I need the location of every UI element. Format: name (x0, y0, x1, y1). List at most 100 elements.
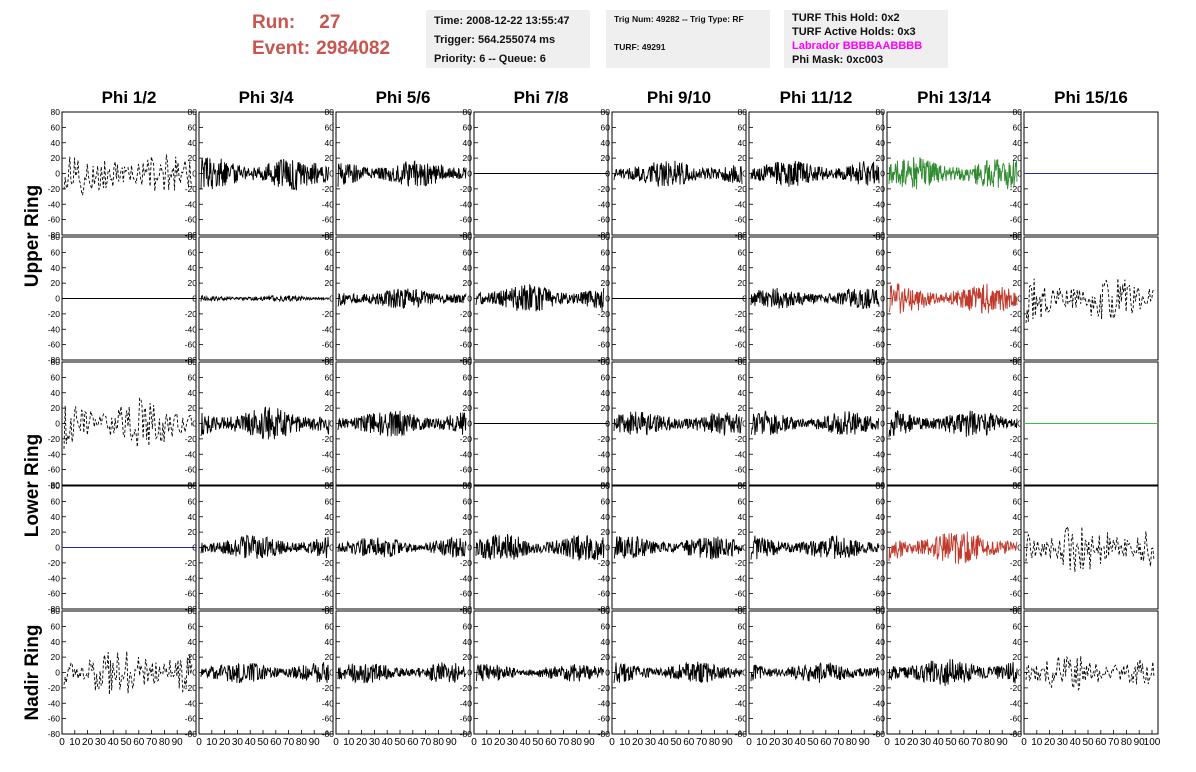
ytick-label: 0 (192, 668, 197, 678)
ytick-label: 80 (876, 481, 886, 491)
ytick-label: 60 (601, 122, 611, 132)
ytick-label: -40 (598, 449, 611, 459)
ytick-label: 0 (1017, 419, 1022, 429)
event-label: Event: (252, 38, 311, 59)
ytick-label: -20 (598, 683, 611, 693)
phi-mask-text: Phi Mask: 0xc003 (792, 54, 884, 66)
ytick-label: -60 (185, 215, 198, 225)
xtick-label: 80 (571, 737, 583, 748)
xtick-label: 50 (120, 737, 132, 748)
ytick-label: 80 (738, 232, 748, 242)
ytick-label: 80 (1013, 107, 1023, 117)
ytick-label: 80 (51, 357, 61, 367)
ytick-label: 20 (738, 527, 748, 537)
ytick-label: -20 (873, 558, 886, 568)
ytick-label: 20 (188, 153, 198, 163)
ytick-label: 80 (325, 232, 335, 242)
ytick-label: -80 (48, 604, 61, 614)
ytick-label: 20 (463, 527, 473, 537)
xtick-label: 0 (59, 737, 65, 748)
ytick-label: 60 (188, 496, 198, 506)
xtick-label: 0 (333, 737, 339, 748)
ytick-label: 20 (1013, 403, 1023, 413)
ytick-label: 40 (601, 388, 611, 398)
ytick-label: 80 (463, 107, 473, 117)
ytick-label: 20 (325, 403, 335, 413)
xtick-label: 20 (356, 737, 368, 748)
ytick-label: 0 (467, 419, 472, 429)
waveform-trace-r3-c7 (888, 410, 1018, 438)
panel-frame-r3-c6 (748, 361, 884, 486)
turf-this-hold-text: TURF This Hold: 0x2 (792, 12, 900, 24)
xtick-label: 10 (206, 737, 218, 748)
ring-label-2: Lower Ring (22, 434, 43, 537)
xtick-label: 0 (1021, 737, 1027, 748)
ytick-label: -20 (322, 184, 335, 194)
ytick-label: -20 (322, 309, 335, 319)
ytick-label: 0 (55, 668, 60, 678)
ytick-label: -60 (1010, 215, 1023, 225)
ytick-label: 80 (51, 107, 61, 117)
ytick-label: 20 (51, 278, 61, 288)
ytick-label: -40 (322, 698, 335, 708)
ytick-label: 20 (1013, 652, 1023, 662)
waveform-trace-r4-c8 (1025, 525, 1155, 572)
waveform-trace-r4-c3 (337, 536, 467, 558)
ytick-label: 40 (325, 388, 335, 398)
ytick-label: 80 (738, 606, 748, 616)
ytick-label: -40 (185, 449, 198, 459)
xtick-label: 80 (159, 737, 171, 748)
ytick-label: 0 (55, 294, 60, 304)
ytick-label: -20 (185, 309, 198, 319)
ytick-label: -20 (1010, 558, 1023, 568)
ytick-label: -80 (322, 230, 335, 240)
ytick-label: 20 (188, 652, 198, 662)
ytick-label: 60 (1013, 621, 1023, 631)
ytick-label: 40 (188, 512, 198, 522)
column-header-6: Phi 11/12 (780, 88, 853, 107)
ytick-label: 80 (463, 606, 473, 616)
xtick-label: 10 (756, 737, 768, 748)
ytick-label: 20 (738, 652, 748, 662)
ytick-label: -40 (735, 199, 748, 209)
turf-num-text: TURF: 49291 (614, 42, 666, 52)
ytick-label: 20 (51, 153, 61, 163)
ytick-label: 60 (876, 372, 886, 382)
time-text: Time: 2008-12-22 13:55:47 (434, 15, 570, 27)
xtick-label: 70 (283, 737, 295, 748)
xtick-label: 10 (894, 737, 906, 748)
xtick-label: 90 (997, 737, 1009, 748)
ytick-label: -60 (322, 215, 335, 225)
ytick-label: 20 (876, 527, 886, 537)
xtick-label: 40 (245, 737, 257, 748)
ytick-label: 80 (601, 232, 611, 242)
ytick-label: -80 (322, 729, 335, 739)
ytick-label: -80 (185, 729, 198, 739)
xtick-label: 40 (520, 737, 532, 748)
ytick-label: 40 (738, 512, 748, 522)
ytick-label: -80 (735, 230, 748, 240)
ytick-label: -20 (460, 434, 473, 444)
ytick-label: -40 (598, 698, 611, 708)
ytick-label: -40 (185, 573, 198, 583)
xtick-label: 80 (296, 737, 308, 748)
ytick-label: -60 (1010, 465, 1023, 475)
trigger-text: Trigger: 564.255074 ms (434, 34, 556, 46)
xtick-label: 90 (1134, 737, 1146, 748)
ytick-label: -80 (1010, 355, 1023, 365)
panel-frame-r2-c8 (1023, 236, 1159, 361)
ytick-label: -80 (185, 355, 198, 365)
xtick-label: 30 (782, 737, 794, 748)
ytick-label: -80 (460, 729, 473, 739)
ytick-label: 80 (876, 606, 886, 616)
ytick-label: -60 (1010, 714, 1023, 724)
ytick-label: -20 (48, 683, 61, 693)
ytick-label: -60 (322, 589, 335, 599)
ytick-label: -40 (598, 199, 611, 209)
waveform-trace-r5-c3 (337, 662, 467, 684)
ytick-label: 80 (463, 232, 473, 242)
ytick-label: 80 (188, 481, 198, 491)
ytick-label: 80 (738, 357, 748, 367)
ytick-label: -20 (598, 309, 611, 319)
ytick-label: -60 (1010, 340, 1023, 350)
